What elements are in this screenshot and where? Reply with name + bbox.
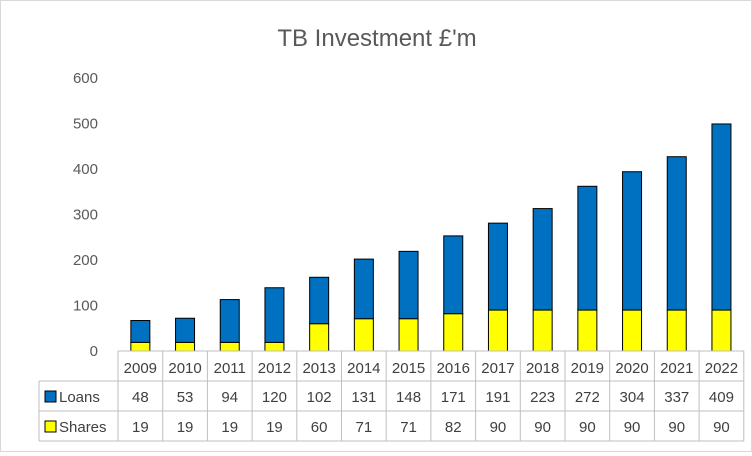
bar-loans-2011 bbox=[219, 299, 240, 343]
bar-shares-2012 bbox=[264, 341, 285, 352]
bar-loans-2015 bbox=[398, 250, 419, 320]
legend-key-loans bbox=[44, 390, 57, 403]
bar-loans-2013 bbox=[309, 276, 330, 325]
bar-loans-2017 bbox=[487, 222, 508, 311]
x-tick-label: 2012 bbox=[258, 360, 291, 377]
x-tick-label: 2018 bbox=[526, 360, 559, 377]
bar-loans-2016 bbox=[443, 235, 464, 315]
data-label-loans: 171 bbox=[441, 389, 466, 406]
data-label-loans: 120 bbox=[262, 389, 287, 406]
data-label-loans: 304 bbox=[620, 389, 645, 406]
data-label-loans: 223 bbox=[530, 389, 555, 406]
bar-loans-2009 bbox=[130, 320, 151, 343]
x-tick-label: 2019 bbox=[571, 360, 604, 377]
y-tick-label: 300 bbox=[73, 207, 98, 224]
bar-loans-2020 bbox=[622, 171, 643, 311]
bar-loans-2022 bbox=[711, 123, 732, 311]
y-tick-label: 400 bbox=[73, 161, 98, 178]
data-label-shares: 71 bbox=[356, 419, 373, 436]
data-label-loans: 53 bbox=[177, 389, 194, 406]
data-label-loans: 409 bbox=[709, 389, 734, 406]
y-tick-label: 0 bbox=[90, 343, 98, 360]
x-tick-label: 2009 bbox=[124, 360, 157, 377]
chart-title: TB Investment £'m bbox=[277, 25, 476, 52]
data-label-shares: 19 bbox=[266, 419, 283, 436]
x-tick-label: 2020 bbox=[615, 360, 648, 377]
data-label-loans: 131 bbox=[351, 389, 376, 406]
y-tick-label: 500 bbox=[73, 116, 98, 133]
x-tick-label: 2022 bbox=[705, 360, 738, 377]
bar-shares-2018 bbox=[532, 309, 553, 352]
data-label-shares: 90 bbox=[668, 419, 685, 436]
bar-shares-2017 bbox=[487, 309, 508, 352]
bar-loans-2018 bbox=[532, 208, 553, 311]
y-tick-label: 100 bbox=[73, 298, 98, 315]
bar-shares-2013 bbox=[309, 323, 330, 352]
x-tick-label: 2011 bbox=[214, 360, 246, 377]
data-label-loans: 148 bbox=[396, 389, 421, 406]
legend-label-loans: Loans bbox=[59, 389, 100, 406]
data-label-shares: 71 bbox=[400, 419, 417, 436]
bar-shares-2022 bbox=[711, 309, 732, 352]
data-label-shares: 90 bbox=[713, 419, 730, 436]
x-tick-label: 2013 bbox=[302, 360, 335, 377]
x-tick-label: 2015 bbox=[392, 360, 425, 377]
data-label-shares: 90 bbox=[624, 419, 641, 436]
bar-loans-2014 bbox=[353, 258, 374, 320]
y-axis: 0 100 200 300 400 500 600 bbox=[73, 70, 98, 360]
data-label-shares: 19 bbox=[132, 419, 149, 436]
data-table: 2009 2010 2011 2012 2013 2014 2015 2016 2017 2018… bbox=[38, 350, 745, 442]
bar-loans-2019 bbox=[577, 185, 598, 311]
data-label-shares: 90 bbox=[579, 419, 596, 436]
x-tick-label: 2010 bbox=[168, 360, 201, 377]
bar-shares-2015 bbox=[398, 318, 419, 352]
data-label-shares: 82 bbox=[445, 419, 462, 436]
bar-loans-2012 bbox=[264, 287, 285, 343]
data-label-loans: 102 bbox=[307, 389, 332, 406]
bars bbox=[130, 123, 732, 352]
data-label-shares: 60 bbox=[311, 419, 328, 436]
bar-shares-2019 bbox=[577, 309, 598, 352]
data-label-shares: 90 bbox=[534, 419, 551, 436]
x-tick-label: 2016 bbox=[437, 360, 470, 377]
bar-shares-2011 bbox=[219, 341, 240, 352]
data-label-loans: 272 bbox=[575, 389, 600, 406]
data-label-shares: 19 bbox=[221, 419, 238, 436]
bar-loans-2010 bbox=[175, 317, 196, 343]
x-tick-label: 2017 bbox=[481, 360, 514, 377]
x-tick-label: 2021 bbox=[660, 360, 693, 377]
bar-loans-2021 bbox=[666, 156, 687, 311]
data-label-loans: 48 bbox=[132, 389, 149, 406]
legend-key-shares bbox=[44, 420, 57, 433]
bar-shares-2016 bbox=[443, 313, 464, 352]
bar-shares-2021 bbox=[666, 309, 687, 352]
bar-shares-2020 bbox=[622, 309, 643, 352]
data-label-loans: 191 bbox=[485, 389, 510, 406]
data-label-shares: 19 bbox=[177, 419, 194, 436]
data-label-loans: 337 bbox=[664, 389, 689, 406]
y-tick-label: 200 bbox=[73, 252, 98, 269]
y-tick-label: 600 bbox=[73, 70, 98, 87]
bar-shares-2009 bbox=[130, 341, 151, 352]
x-tick-label: 2014 bbox=[347, 360, 380, 377]
bar-shares-2010 bbox=[175, 341, 196, 352]
data-label-loans: 94 bbox=[221, 389, 238, 406]
data-label-shares: 90 bbox=[490, 419, 507, 436]
legend-label-shares: Shares bbox=[59, 419, 107, 436]
bar-shares-2014 bbox=[353, 318, 374, 352]
